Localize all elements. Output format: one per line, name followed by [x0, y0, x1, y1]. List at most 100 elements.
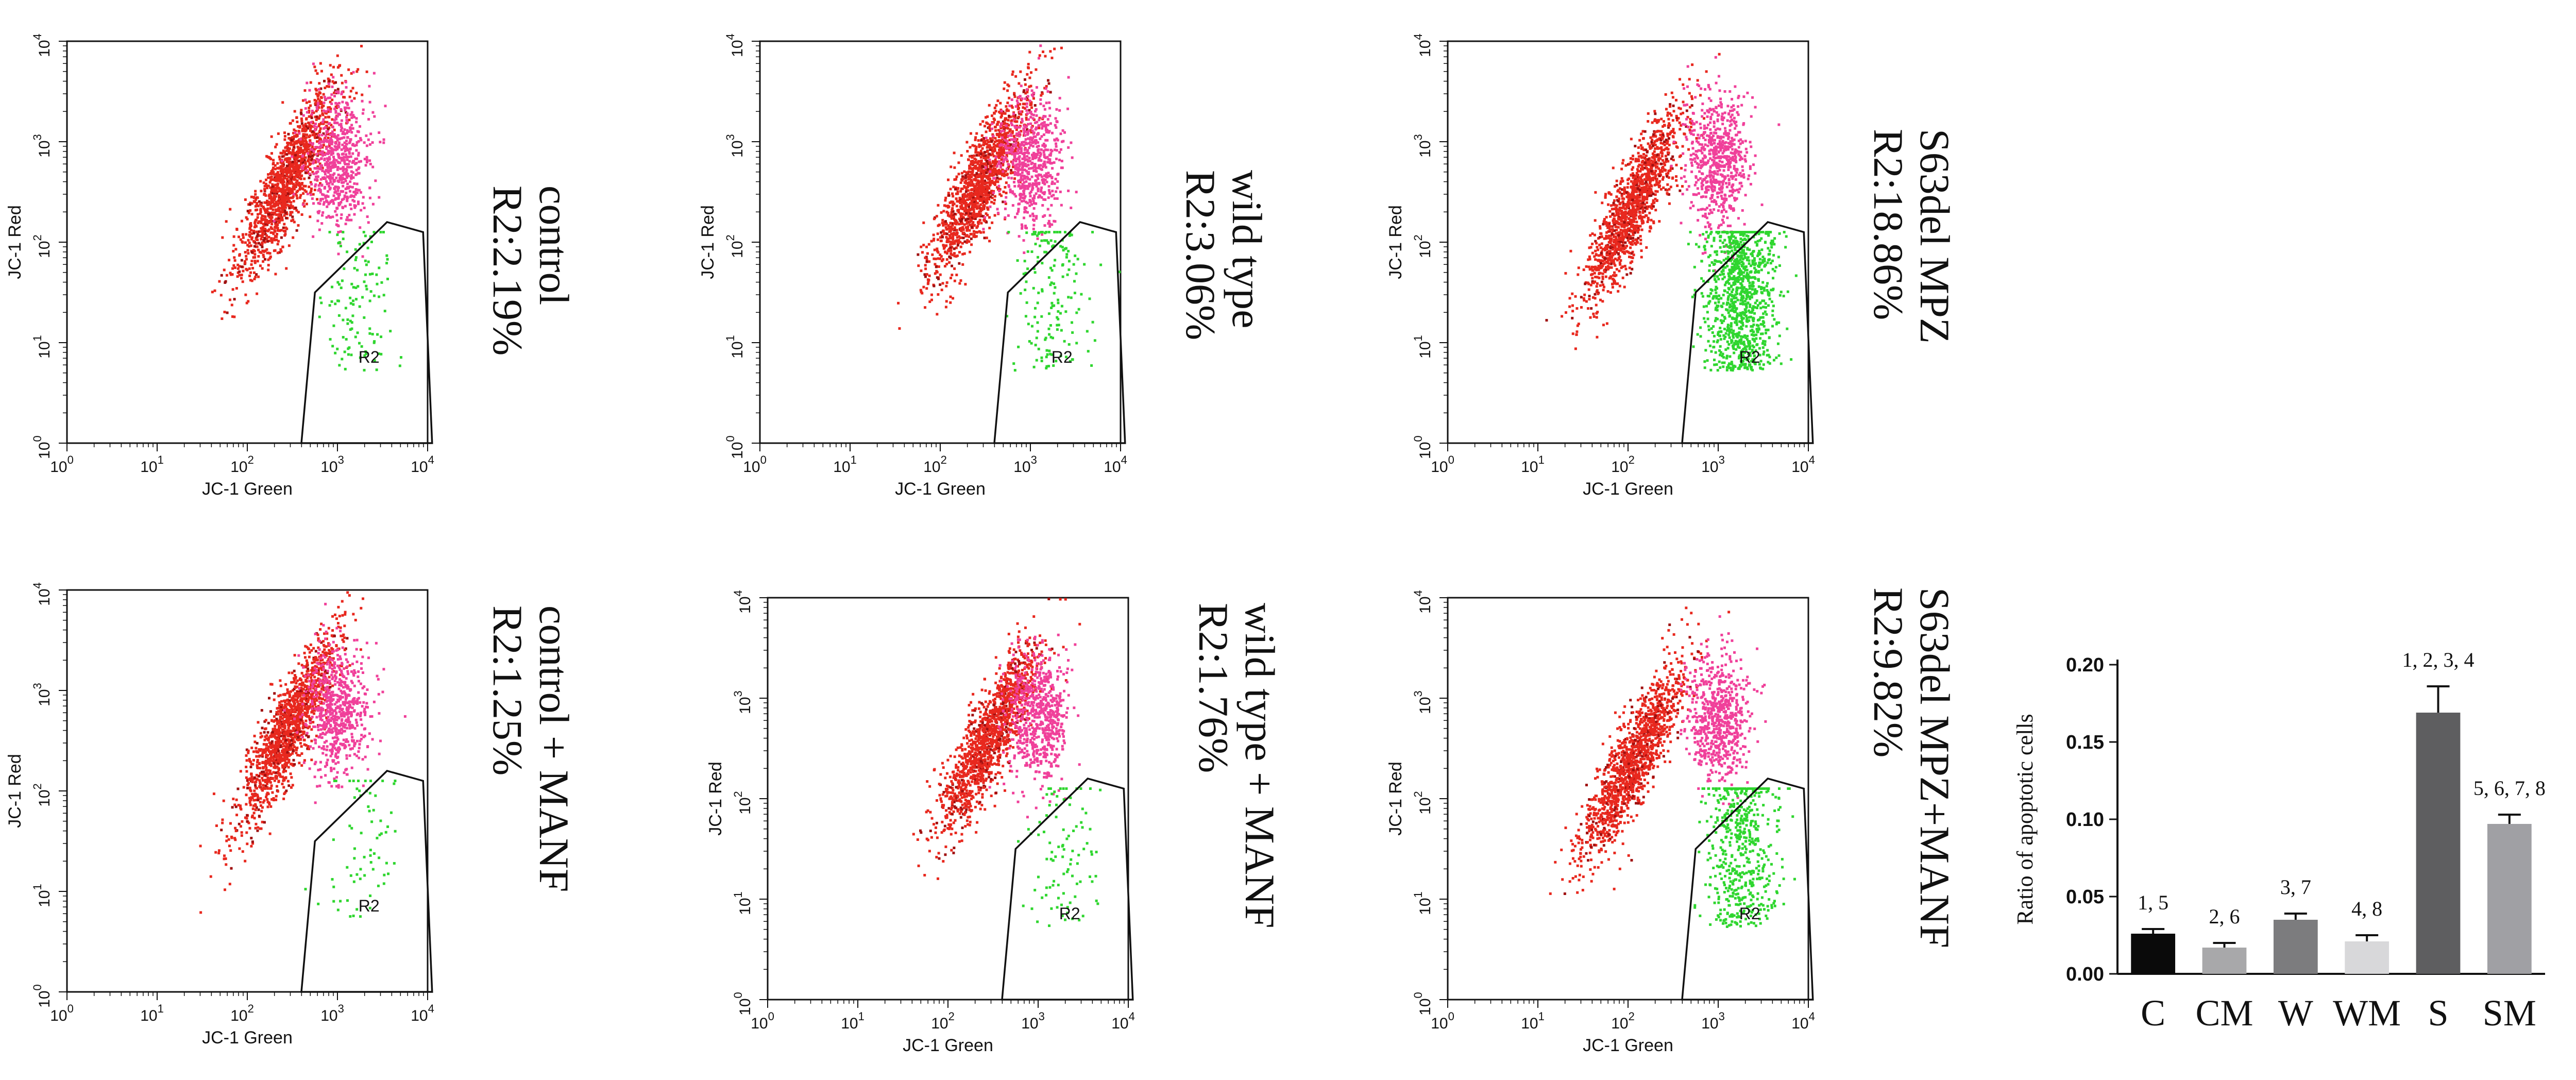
- x-tick-label: 100: [751, 1010, 774, 1032]
- x-axis-title: JC-1 Green: [895, 479, 986, 499]
- y-tick-label: 101: [724, 335, 746, 359]
- panel-label: control + MANF R2:1.25%: [484, 605, 578, 892]
- y-axis-title: JC-1 Red: [698, 205, 718, 279]
- y-tick-label: 102: [732, 791, 754, 815]
- plot-frame: [767, 597, 1129, 1001]
- y-tick-label: 101: [31, 884, 53, 907]
- x-tick-label: 102: [931, 1010, 955, 1032]
- x-tick-label: 104: [1791, 453, 1815, 476]
- y-tick-label: 101: [1412, 891, 1434, 915]
- y-axis-title: JC-1 Red: [1386, 205, 1405, 279]
- y-tick-label: 102: [1412, 234, 1434, 258]
- flow-panel-wild-type-manf: 100 100 101 101 102 102 103 103 104 104 JC-1 Green…: [701, 572, 1309, 1077]
- panel-label-line1: wild type: [1224, 170, 1270, 329]
- x-axis-title: JC-1 Green: [202, 1028, 293, 1048]
- y-tick-label: 0.15: [2066, 732, 2104, 753]
- bar-s: [2416, 713, 2461, 974]
- r2-gate-label: R2: [359, 897, 380, 915]
- event-dots: [199, 591, 406, 918]
- y-tick-label: 104: [732, 590, 754, 614]
- y-tick-label: 104: [724, 33, 746, 57]
- y-tick-label: 0.10: [2066, 809, 2104, 831]
- significance-label: 4, 8: [2351, 897, 2382, 920]
- panel-label-line1: control + MANF: [531, 605, 578, 892]
- y-tick-label: 0.00: [2066, 964, 2104, 985]
- plot-frame: [66, 589, 429, 993]
- y-tick-label: 100: [1412, 435, 1434, 459]
- x-axis-title: JC-1 Green: [903, 1036, 993, 1055]
- panel-label-line1: control: [531, 185, 578, 306]
- y-axis-title: Ratio of apoptotic cells: [2012, 714, 2038, 924]
- event-dots: [1545, 53, 1798, 372]
- x-tick-label: 103: [320, 453, 344, 476]
- r2-gate-label: R2: [359, 348, 380, 366]
- r2-gate: [1681, 778, 1814, 1001]
- panel-label-line2: R2:3.06%: [1177, 170, 1224, 341]
- x-tick-label: 100: [50, 1002, 74, 1024]
- panel-label: control R2:2.19%: [484, 185, 578, 356]
- r2-gate: [1001, 778, 1134, 1001]
- y-tick-label: 103: [732, 690, 754, 714]
- x-tick-label: 100: [1431, 1010, 1454, 1032]
- panel-label-line2: R2:2.19%: [484, 185, 531, 356]
- plot-frame: [1447, 40, 1809, 444]
- flow-panel-control-manf: 100 100 101 101 102 102 103 103 104 104 JC-1 Green…: [0, 564, 608, 1069]
- x-tick-label: 103: [1013, 453, 1037, 476]
- event-dots: [897, 44, 1121, 372]
- x-tick-label: 104: [1104, 453, 1127, 476]
- x-axis-title: JC-1 Green: [202, 479, 293, 499]
- y-tick-label: 103: [1412, 690, 1434, 714]
- x-tick-label: 103: [1701, 453, 1725, 476]
- y-tick-label: 104: [1412, 590, 1434, 614]
- x-tick-label: 101: [140, 453, 164, 476]
- y-tick-label: 100: [724, 435, 746, 459]
- x-tick-label: 102: [1611, 453, 1635, 476]
- r2-gate-label: R2: [1739, 348, 1760, 366]
- significance-label: 2, 6: [2209, 905, 2240, 928]
- event-dots: [211, 44, 402, 372]
- bar-sm: [2487, 824, 2532, 974]
- x-tick-label: 100: [1431, 453, 1454, 476]
- y-tick-label: 101: [31, 335, 53, 359]
- y-tick-label: 101: [1412, 335, 1434, 359]
- category-label: W: [2278, 992, 2313, 1034]
- x-tick-label: 104: [1111, 1010, 1135, 1032]
- category-label: S: [2428, 992, 2448, 1034]
- flow-panel-control: 100 100 101 101 102 102 103 103 104 104 JC-1 Green…: [0, 15, 608, 520]
- x-axis-title: JC-1 Green: [1583, 1036, 1673, 1055]
- y-tick-label: 102: [724, 234, 746, 258]
- y-tick-label: 101: [732, 891, 754, 915]
- x-tick-label: 103: [320, 1002, 344, 1024]
- y-tick-label: 100: [732, 992, 754, 1016]
- significance-label: 3, 7: [2280, 875, 2311, 899]
- panel-label-line1: S63del MPZ: [1911, 129, 1958, 344]
- plot-frame: [1447, 597, 1809, 1001]
- category-label: SM: [2483, 992, 2536, 1034]
- significance-label: 1, 5: [2138, 891, 2168, 914]
- x-tick-label: 102: [230, 453, 254, 476]
- y-tick-label: 104: [31, 582, 53, 606]
- plot-frame: [66, 40, 429, 444]
- y-tick-label: 100: [31, 984, 53, 1008]
- r2-gate: [300, 221, 433, 444]
- bar-w: [2273, 920, 2318, 974]
- x-tick-label: 101: [1521, 453, 1545, 476]
- y-axis-title: JC-1 Red: [1386, 762, 1405, 836]
- y-tick-label: 100: [31, 435, 53, 459]
- bar-wm: [2345, 941, 2389, 974]
- significance-label: 1, 2, 3, 4: [2402, 648, 2475, 671]
- x-tick-label: 100: [743, 453, 767, 476]
- panel-label: S63del MPZ R2:18.86%: [1865, 129, 1958, 344]
- x-tick-label: 100: [50, 453, 74, 476]
- event-dots: [912, 597, 1102, 927]
- panel-label-line1: wild type + MANF: [1236, 603, 1283, 929]
- significance-label: 5, 6, 7, 8: [2473, 777, 2546, 800]
- r2-gate-label: R2: [1052, 348, 1073, 366]
- y-tick-label: 103: [31, 134, 53, 158]
- category-label: WM: [2333, 992, 2401, 1034]
- panel-label: wild type R2:3.06%: [1177, 170, 1270, 340]
